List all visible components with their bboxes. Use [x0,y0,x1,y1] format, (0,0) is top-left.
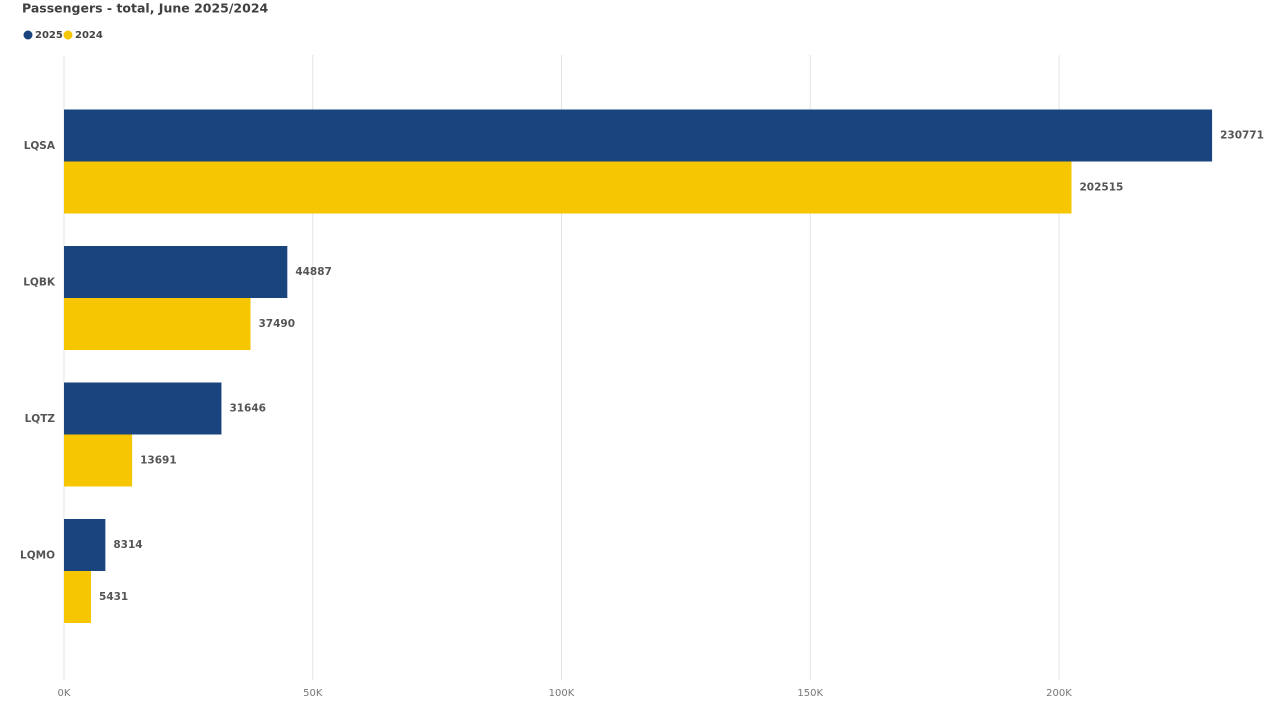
y-tick-label: LQMO [20,550,55,562]
legend-marker [63,30,73,40]
y-tick-label: LQTZ [25,413,56,425]
legend-label: 2025 [35,30,63,41]
data-label: 230771 [1220,130,1264,142]
y-tick-label: LQBK [23,277,56,289]
y-tick-label: LQSA [24,140,56,152]
bar [64,519,106,571]
bar [64,298,251,350]
x-tick-label: 100K [549,688,575,699]
bar [64,434,133,487]
data-label: 202515 [1080,182,1124,194]
x-tick-label: 150K [797,688,823,699]
legend-label: 2024 [75,30,103,41]
data-label: 31646 [229,403,266,415]
legend-marker [23,30,33,40]
bar [64,382,222,435]
bar [64,109,1213,162]
x-tick-label: 50K [303,688,323,699]
bar [64,161,1072,214]
x-tick-label: 0K [58,688,71,699]
data-label: 44887 [295,266,332,278]
data-label: 5431 [99,591,128,603]
bar [64,571,92,623]
chart-title: Passengers - total, June 2025/2024 [22,1,269,16]
data-label: 13691 [140,455,177,467]
data-label: 8314 [113,539,142,551]
bar [64,246,288,298]
data-label: 37490 [259,318,296,330]
x-tick-label: 200K [1046,688,1072,699]
